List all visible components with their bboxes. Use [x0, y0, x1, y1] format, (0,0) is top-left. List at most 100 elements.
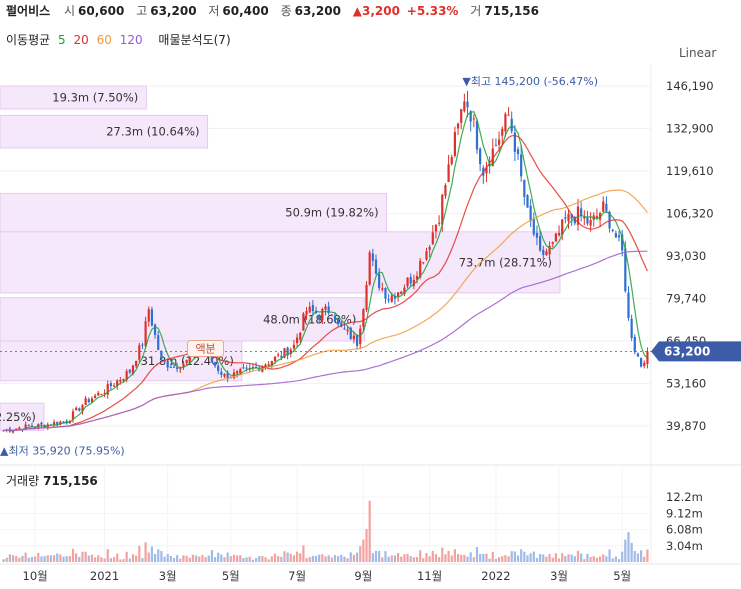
candle-body	[251, 366, 255, 368]
volume-bar	[232, 554, 236, 562]
volume-bar	[52, 555, 56, 562]
volume-bar	[267, 559, 270, 562]
volume-bar	[396, 553, 400, 562]
ma-120-label[interactable]: 120	[119, 33, 143, 47]
volume-bar	[434, 554, 438, 562]
candle-body	[608, 211, 611, 229]
low-marker: ▲최저 35,920 (75.95%)	[0, 445, 125, 458]
stock-name[interactable]: 펄어비스	[6, 4, 51, 18]
ma-20-label[interactable]: 20	[73, 33, 89, 47]
volume-bar	[182, 555, 185, 562]
high-value: 63,200	[150, 4, 197, 18]
candle-body	[504, 113, 507, 132]
candle-body	[305, 310, 308, 315]
candle-body	[90, 398, 94, 403]
candle-body	[27, 425, 30, 427]
candle-body	[314, 310, 318, 314]
close-value: 63,200	[294, 4, 341, 18]
price-tick-label: 146,190	[666, 79, 714, 93]
volume-bar	[264, 557, 267, 562]
candle-body	[355, 334, 359, 346]
volume-bar	[567, 554, 570, 562]
low-label: 저	[208, 4, 220, 18]
volume-bar	[507, 556, 510, 562]
volume-bar	[318, 554, 321, 562]
time-tick-label: 10월	[23, 569, 48, 583]
candle-body	[532, 218, 535, 235]
volume-profile-label: 5.78m (2.25%)	[0, 410, 36, 424]
volume-bar	[374, 550, 378, 562]
volume-bar	[526, 555, 529, 562]
volume-bar	[125, 551, 128, 562]
candle-body	[479, 148, 482, 164]
candle-body	[267, 364, 270, 367]
candle-body	[362, 309, 365, 327]
volume-bar	[207, 555, 210, 562]
candle-body	[283, 348, 286, 358]
volume-bar	[97, 555, 100, 562]
volume-profile-label: 19.3m (7.50%)	[52, 90, 138, 104]
candle-body	[125, 371, 128, 380]
candle-body	[226, 372, 229, 379]
candle-body	[179, 368, 182, 370]
volume-bar	[510, 551, 513, 562]
volume-bar	[340, 554, 343, 562]
candle-body	[144, 321, 147, 347]
ma-label[interactable]: 이동평균	[6, 33, 51, 47]
volume-profile-label: 27.3m (10.64%)	[106, 125, 199, 139]
volume-bar	[166, 554, 169, 562]
price-axis[interactable]: 146,190 132,900 119,610 106,320 93,030 79,740…	[666, 79, 714, 433]
volume-bar	[438, 557, 441, 562]
volume-bar	[387, 556, 390, 562]
candle-body	[371, 253, 374, 261]
low-value: 60,400	[222, 4, 269, 18]
volume-bar	[453, 549, 457, 562]
candle-body	[220, 371, 223, 375]
candle-body	[415, 275, 419, 280]
volume-bar	[425, 553, 428, 562]
volume-bar	[59, 554, 62, 562]
candle-body	[611, 229, 614, 232]
volume-profile: 19.3m (7.50%) 27.3m (10.64%) 50.9m (19.82%…	[0, 85, 561, 431]
candle-body	[128, 369, 131, 373]
candle-body	[466, 101, 469, 108]
candle-body	[387, 299, 390, 301]
candle-body	[630, 318, 633, 339]
volume-bar	[106, 549, 109, 562]
volume-bar	[273, 553, 277, 562]
volume-bar	[532, 551, 535, 562]
candle-body	[488, 164, 491, 167]
time-tick-label: 2021	[90, 569, 119, 583]
candle-body	[425, 251, 428, 260]
candle-body	[330, 314, 333, 316]
candle-body	[147, 309, 150, 322]
scale-toggle-button[interactable]: Linear	[679, 46, 717, 60]
volume-bar	[485, 553, 488, 562]
volume-bar	[292, 555, 296, 562]
candle-body	[277, 354, 280, 356]
volume-bar	[400, 556, 403, 562]
volume-bar	[633, 551, 636, 562]
candle-body	[182, 363, 185, 368]
ma-60-label[interactable]: 60	[96, 33, 112, 47]
time-axis[interactable]: 10월 2021 3월 5월 7월 9월 11월 2022 3월 5월	[23, 569, 632, 583]
ma-5-label[interactable]: 5	[58, 33, 66, 47]
candle-body	[390, 295, 393, 302]
candle-body	[52, 422, 56, 426]
candle-body	[242, 367, 245, 369]
candle-body	[605, 203, 608, 211]
volume-panel-label: 거래량	[6, 474, 40, 488]
volume-profile-label[interactable]: 매물분석도(7)	[158, 33, 231, 47]
volume-bar	[475, 547, 479, 562]
volume-bar	[194, 555, 198, 562]
split-marker-box	[187, 340, 224, 357]
volume-bar	[406, 553, 409, 562]
volume-axis[interactable]: 12.2m 9.12m 6.08m 3.04m	[666, 490, 703, 553]
volume-bar	[608, 549, 611, 562]
candle-body	[100, 394, 103, 396]
candle-body	[18, 427, 21, 430]
volume-bar	[144, 542, 147, 562]
volume-bar	[640, 550, 643, 562]
volume-bar	[213, 557, 217, 562]
